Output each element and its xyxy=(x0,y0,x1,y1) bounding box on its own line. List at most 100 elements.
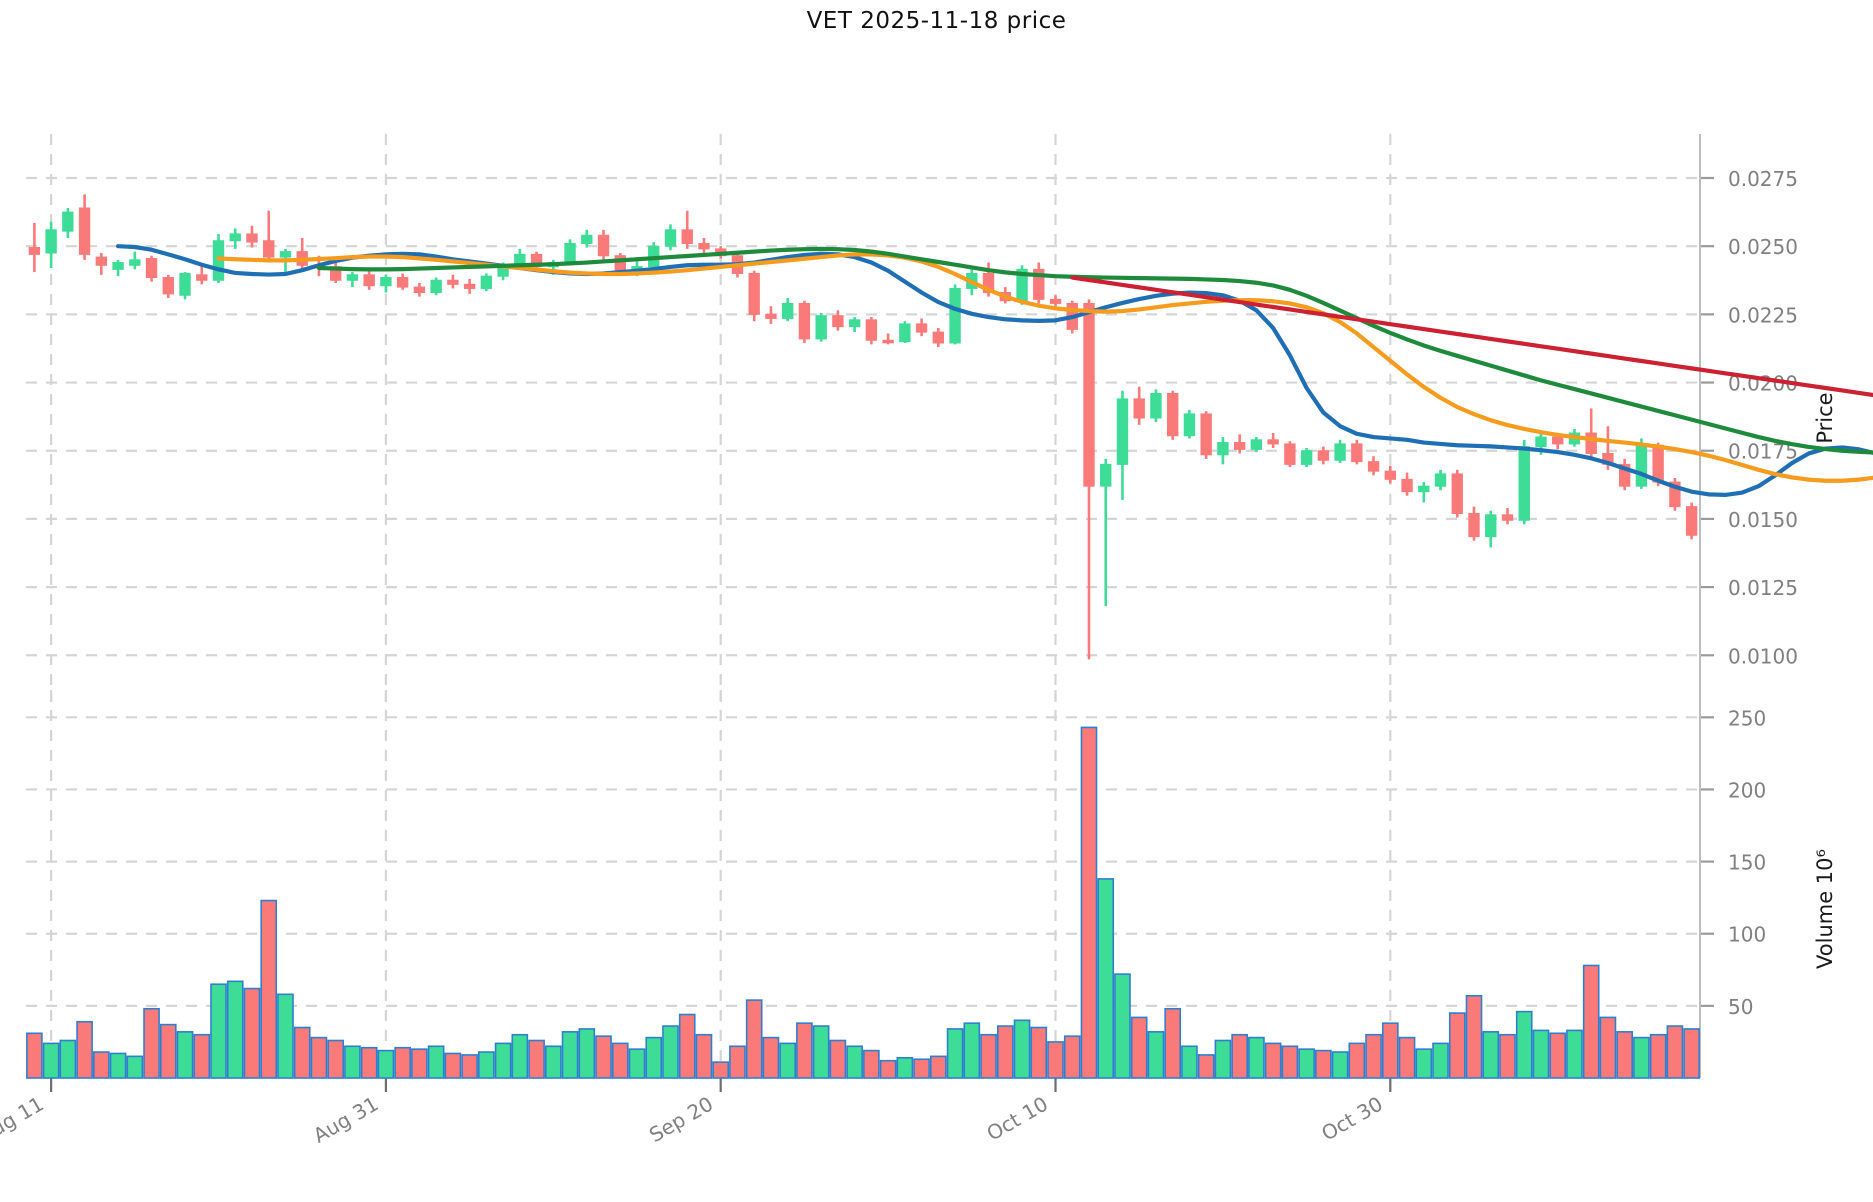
volume-bar xyxy=(1398,1036,1416,1079)
volume-bar-rect xyxy=(528,1039,545,1079)
volume-bar-rect xyxy=(360,1046,378,1079)
candlestick xyxy=(196,266,208,285)
candle-body xyxy=(1434,473,1447,487)
candle-body xyxy=(1334,443,1346,461)
ma-line-ma_red xyxy=(1070,275,1873,398)
candlestick xyxy=(865,317,878,345)
candle-body xyxy=(899,323,911,343)
candlestick xyxy=(1284,441,1296,468)
candle-body xyxy=(1401,478,1413,493)
candlestick xyxy=(112,259,124,277)
candle-body xyxy=(664,229,677,247)
candlestick xyxy=(246,225,258,248)
candlestick xyxy=(581,229,593,248)
volume-bar xyxy=(913,1058,930,1079)
candlestick xyxy=(681,210,693,249)
volume-bar xyxy=(1315,1049,1332,1079)
volume-bar xyxy=(226,980,244,1079)
candlestick xyxy=(380,274,392,293)
volume-bar xyxy=(1080,726,1098,1079)
candle-body xyxy=(1635,444,1648,487)
volume-bar-rect xyxy=(444,1052,462,1079)
volume-bar-rect xyxy=(1381,1022,1399,1079)
volume-bar xyxy=(461,1054,478,1079)
candle-body xyxy=(865,319,878,341)
candle-body xyxy=(1116,398,1129,465)
volume-bar-rect xyxy=(176,1031,194,1079)
candle-body xyxy=(815,315,827,340)
candlestick xyxy=(1501,508,1514,525)
candle-body xyxy=(1033,268,1045,300)
candle-body xyxy=(78,207,91,255)
volume-bar-rect xyxy=(678,1013,696,1079)
volume-bar xyxy=(1549,1032,1567,1079)
volume-bar-rect xyxy=(645,1036,663,1079)
candle-body xyxy=(1049,298,1062,304)
volume-bar-rect xyxy=(92,1051,110,1079)
volume-bar xyxy=(92,1051,110,1079)
volume-bar xyxy=(394,1046,411,1079)
candle-body xyxy=(1250,439,1263,450)
candlestick xyxy=(346,272,359,288)
candle-body xyxy=(430,279,442,294)
volume-bar-rect xyxy=(1013,1019,1031,1079)
volume-bar-rect xyxy=(511,1033,529,1079)
candlestick xyxy=(815,313,827,342)
candle-body xyxy=(396,277,409,288)
candle-body xyxy=(413,286,426,294)
volume-bar-rect xyxy=(377,1049,395,1079)
candlestick xyxy=(1351,439,1363,465)
volume-bar-rect xyxy=(109,1052,127,1079)
candle-body xyxy=(1150,392,1162,419)
candle-body xyxy=(698,242,710,250)
ma-line-ma_blue xyxy=(115,244,1873,498)
candle-body xyxy=(1501,514,1514,521)
candlestick xyxy=(1334,439,1346,463)
candle-body xyxy=(1384,470,1396,480)
volume-bar xyxy=(745,999,763,1079)
candlestick xyxy=(1300,448,1313,468)
candlestick xyxy=(1685,502,1698,540)
volume-bar-rect xyxy=(394,1046,411,1079)
volume-bar-rect xyxy=(1248,1036,1265,1079)
candle-body xyxy=(1685,506,1698,536)
candle-body xyxy=(614,255,626,272)
volume-bar-rect xyxy=(1566,1029,1583,1079)
volume-bar-rect xyxy=(59,1039,77,1079)
price-tick-label: 0.0275 xyxy=(1728,167,1798,191)
candle-body xyxy=(145,257,158,279)
volume-bar xyxy=(511,1033,529,1079)
volume-bar xyxy=(762,1036,780,1079)
candle-body xyxy=(463,283,476,289)
volume-bar xyxy=(929,1055,947,1079)
volume-bar xyxy=(779,1042,797,1079)
candle-body xyxy=(1468,512,1480,538)
candle-body xyxy=(1451,473,1463,514)
price-tick-label: 0.0250 xyxy=(1728,235,1798,259)
volume-bar xyxy=(1197,1054,1215,1079)
volume-bar xyxy=(595,1035,612,1079)
candle-body xyxy=(581,234,593,244)
volume-bar-rect xyxy=(544,1045,562,1079)
volume-bar xyxy=(1499,1033,1516,1079)
candle-body xyxy=(915,323,928,333)
candle-body xyxy=(932,331,945,344)
candlestick xyxy=(1100,458,1112,607)
volume-bar-rect xyxy=(812,1025,830,1079)
volume-bar-rect xyxy=(1398,1036,1416,1079)
candlestick xyxy=(1083,299,1095,660)
candle-body xyxy=(949,287,961,344)
candle-body xyxy=(196,274,208,281)
volume-bar xyxy=(896,1057,914,1079)
volume-bar xyxy=(1432,1042,1449,1079)
volume-bar-rect xyxy=(662,1025,679,1079)
volume-bar xyxy=(193,1033,211,1079)
volume-bar-rect xyxy=(929,1055,947,1079)
candlestick xyxy=(1618,458,1631,491)
candlestick xyxy=(447,274,459,289)
candle-body xyxy=(346,274,359,281)
volume-bar xyxy=(210,983,227,1079)
ma-line-ma_orange xyxy=(216,252,1873,483)
volume-bar-rect xyxy=(1448,1012,1466,1079)
volume-bar xyxy=(662,1025,679,1079)
